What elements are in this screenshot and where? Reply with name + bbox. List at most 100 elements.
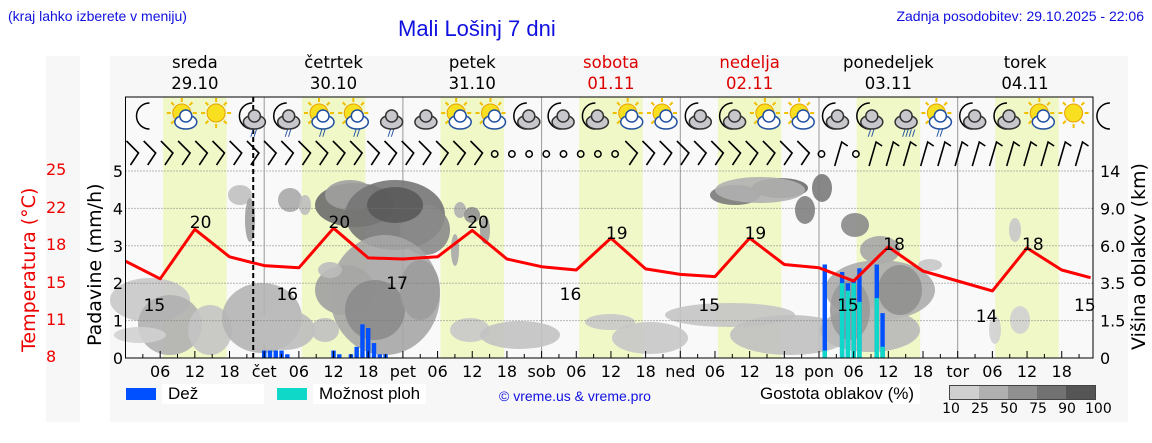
density-color-bar — [949, 385, 1096, 400]
weather-icon-sun-cloud — [647, 98, 678, 130]
svg-text:6.0: 6.0 — [1100, 237, 1125, 256]
svg-text:5: 5 — [113, 162, 123, 181]
svg-text://: // — [250, 129, 257, 139]
svg-text:0: 0 — [113, 349, 123, 368]
weather-icon-sun-cloud-rain: // — [921, 98, 953, 139]
day-name: sobota — [583, 53, 639, 72]
weather-icon-moon-cloud — [821, 102, 850, 130]
svg-text:tor: tor — [946, 362, 969, 381]
weather-icon-moon-cloud — [581, 102, 610, 130]
svg-text:12: 12 — [185, 362, 205, 381]
svg-text:12: 12 — [1017, 362, 1037, 381]
showers-legend-swatch — [277, 388, 307, 400]
svg-text:12: 12 — [462, 362, 482, 381]
weather-icon-moon-cloud — [958, 102, 987, 130]
weather-icon-sun-cloud — [749, 98, 781, 130]
day-name: torek — [1003, 53, 1047, 72]
svg-text:19: 19 — [606, 224, 628, 244]
weather-icon-sun-cloud — [475, 98, 507, 130]
svg-text:06: 06 — [982, 362, 1002, 381]
svg-text:2: 2 — [113, 274, 123, 293]
weather-icon-moon-cloud-rain: // — [238, 102, 267, 139]
page-title: Mali Lošinj 7 dni — [398, 16, 556, 41]
svg-text:14: 14 — [976, 307, 998, 327]
weather-icon-sun-cloud — [166, 98, 198, 130]
day-date: 01.11 — [587, 74, 635, 93]
temp-axis-panel — [46, 56, 80, 422]
svg-text://: // — [388, 129, 395, 139]
svg-text:4: 4 — [113, 199, 123, 218]
day-date: 04.11 — [1001, 74, 1049, 93]
density-tick: 25 — [971, 401, 989, 417]
svg-text:15: 15 — [144, 296, 166, 316]
svg-text:pon: pon — [804, 362, 834, 381]
svg-text://: // — [353, 129, 360, 139]
weather-icon-sun — [1058, 98, 1089, 128]
svg-text:18: 18 — [1022, 235, 1044, 255]
svg-text:17: 17 — [386, 274, 408, 294]
svg-text:12: 12 — [739, 362, 759, 381]
weather-icon-sun — [201, 98, 232, 128]
svg-text:14: 14 — [1100, 162, 1120, 181]
showers-legend-label: Možnost ploh — [313, 384, 427, 404]
day-name: ponedeljek — [843, 53, 934, 72]
svg-text://: // — [868, 129, 875, 139]
svg-text:18: 18 — [358, 362, 378, 381]
svg-text:ned: ned — [665, 362, 695, 381]
location-menu-hint: (kraj lahko izberete v meniju) — [8, 8, 187, 24]
svg-text:3.5: 3.5 — [1100, 274, 1125, 293]
day-date: 29.10 — [171, 74, 219, 93]
day-header: torek 04.11 — [965, 52, 1085, 94]
last-update: Zadnja posodobitev: 29.10.2025 - 22:06 — [896, 8, 1144, 24]
svg-text:9.0: 9.0 — [1100, 199, 1125, 218]
day-header: četrtek 30.10 — [274, 52, 394, 94]
weather-icon-moon-cloud — [993, 102, 1021, 130]
density-tick: 75 — [1029, 401, 1047, 417]
weather-icon-clouds — [414, 109, 438, 130]
svg-text://: // — [285, 129, 292, 139]
day-date: 03.11 — [864, 74, 912, 93]
density-tick: 10 — [942, 401, 960, 417]
temperature-tick: 22 — [46, 198, 67, 217]
svg-text:sob: sob — [527, 362, 555, 381]
cloud-density-legend-label: Gostota oblakov (%) — [760, 384, 921, 404]
svg-text:20: 20 — [190, 213, 212, 233]
weather-icon-moon-cloud — [684, 102, 713, 130]
svg-text://: // — [936, 129, 943, 139]
weather-icon-sun-cloud-rain: // — [338, 98, 370, 139]
credit-link[interactable]: © vreme.us & vreme.pro — [499, 388, 651, 404]
svg-text:3: 3 — [113, 237, 123, 256]
weather-icon-sun-cloud — [441, 98, 472, 130]
day-date: 31.10 — [448, 74, 496, 93]
temperature-tick: 25 — [46, 160, 67, 179]
day-date: 30.10 — [309, 74, 358, 93]
weather-icon-moon-cloud-rain: // — [856, 102, 884, 139]
day-name: četrtek — [304, 53, 363, 72]
svg-text:20: 20 — [329, 213, 351, 233]
day-date: 02.11 — [726, 74, 774, 93]
weather-icon-sun-cloud-rain: // — [304, 98, 335, 139]
temperature-tick: 11 — [46, 310, 67, 329]
svg-text:18: 18 — [497, 362, 517, 381]
svg-text:06: 06 — [150, 362, 170, 381]
weather-icon-cloud-rain: // — [379, 109, 404, 139]
day-header: nedelja 02.11 — [690, 52, 810, 94]
svg-text:06: 06 — [289, 362, 309, 381]
weather-icon-sun-cloud — [612, 98, 644, 130]
svg-text:18: 18 — [883, 235, 905, 255]
temperature-tick: 18 — [46, 235, 67, 254]
svg-text:12: 12 — [323, 362, 343, 381]
weather-icon-sun-cloud — [1024, 98, 1056, 130]
svg-text:15: 15 — [837, 296, 859, 316]
svg-text://: // — [319, 129, 326, 139]
svg-text:18: 18 — [774, 362, 794, 381]
rain-legend-swatch — [126, 388, 156, 400]
svg-text:1: 1 — [113, 312, 123, 331]
svg-text:1.5: 1.5 — [1100, 312, 1125, 331]
svg-text:18: 18 — [219, 362, 239, 381]
svg-text:19: 19 — [745, 224, 767, 244]
svg-text:18: 18 — [635, 362, 655, 381]
density-tick: 90 — [1058, 401, 1076, 417]
svg-text:0: 0 — [1100, 349, 1110, 368]
